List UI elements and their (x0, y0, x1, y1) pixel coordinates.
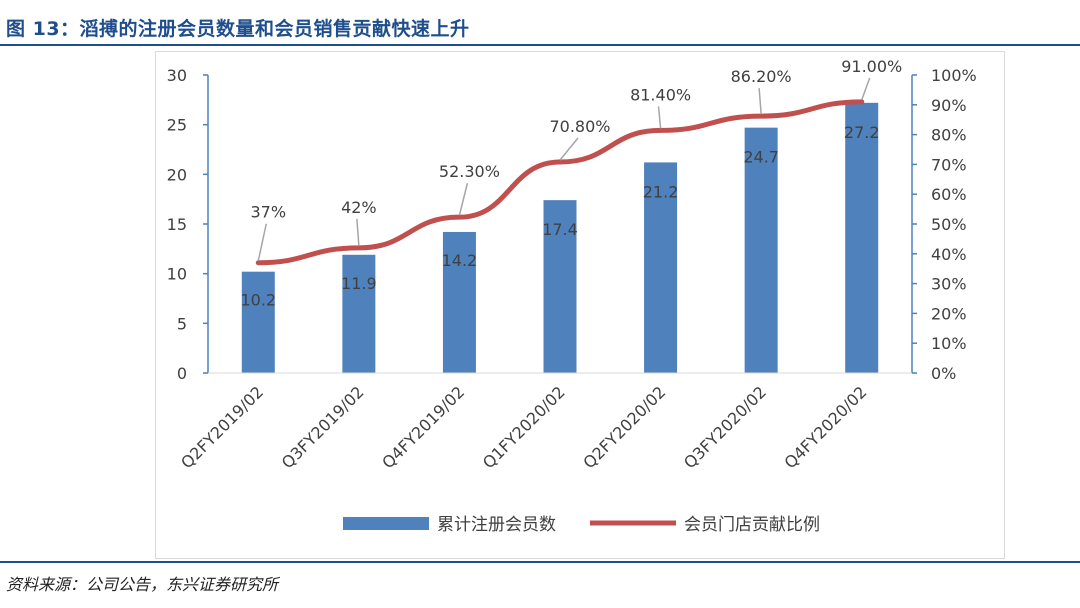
line-data-label: 52.30% (439, 162, 500, 181)
bar-data-label: 21.2 (643, 182, 679, 201)
line-data-label: 70.80% (549, 117, 610, 136)
title-rule (0, 44, 1080, 46)
bar (442, 231, 476, 373)
left-tick-label: 10 (167, 265, 187, 284)
category-tick-label: Q4FY2020/02 (781, 382, 871, 472)
chart-frame (155, 51, 1005, 559)
left-tick-label: 0 (177, 364, 187, 383)
right-tick-label: 70% (931, 155, 967, 174)
bar (543, 200, 577, 373)
line-data-label: 86.20% (731, 67, 792, 86)
category-tick-label: Q3FY2019/02 (278, 382, 368, 472)
category-axis: Q2FY2019/02 Q3FY2019/02 Q4FY2019/02 Q1FY202… (177, 372, 912, 472)
right-tick-label: 0% (931, 364, 956, 383)
legend: 累计注册会员数 会员门店贡献比例 (343, 515, 820, 535)
bar-data-label: 27.2 (844, 123, 880, 142)
category-tick-label: Q1FY2020/02 (479, 382, 569, 472)
right-tick-label: 60% (931, 185, 967, 204)
right-tick-label: 90% (931, 96, 967, 115)
figure-title: 图 13：滔搏的注册会员数量和会员销售贡献快速上升 (6, 18, 470, 40)
bar (644, 162, 678, 373)
leader-line (559, 137, 579, 161)
line-series (255, 99, 865, 266)
right-tick-label: 100% (931, 66, 977, 85)
line-data-label: 81.40% (630, 85, 691, 104)
line-path (255, 99, 865, 266)
left-tick-label: 30 (167, 66, 187, 85)
bar (744, 127, 778, 373)
category-tick-label: Q2FY2019/02 (177, 382, 267, 472)
bar-data-label: 24.7 (743, 148, 779, 167)
leader-line (861, 77, 871, 101)
category-tick-label: Q2FY2020/02 (579, 382, 669, 472)
footer-rule (0, 561, 1080, 563)
line-data-labels: 37% 42% 52.30% 70.80% 81.40% 86.20% 91.00% (251, 57, 903, 222)
left-tick-label: 25 (167, 116, 187, 135)
right-tick-label: 10% (931, 334, 967, 353)
legend-bar-swatch (343, 517, 429, 530)
line-data-label: 37% (251, 203, 287, 222)
leader-line (257, 223, 268, 261)
bar (845, 102, 879, 374)
bar (241, 271, 275, 373)
leader-line (356, 218, 360, 246)
bar-data-label: 10.2 (240, 291, 276, 310)
line-data-label: 91.00% (841, 57, 902, 76)
source-note: 资料来源：公司公告，东兴证券研究所 (6, 575, 279, 594)
left-axis: 0 5 10 15 20 25 30 (167, 66, 209, 383)
left-tick-label: 20 (167, 165, 187, 184)
category-tick-label: Q4FY2019/02 (378, 382, 468, 472)
right-tick-label: 80% (931, 126, 967, 145)
bar-data-label: 17.4 (542, 220, 578, 239)
leader-line (458, 182, 469, 216)
line-label-leaders (257, 77, 871, 261)
leader-line (758, 88, 762, 115)
bar (342, 254, 376, 373)
bar-data-label: 11.9 (341, 274, 377, 293)
left-tick-label: 15 (167, 215, 187, 234)
right-tick-label: 50% (931, 215, 967, 234)
bar-series (241, 102, 879, 374)
legend-line-label: 会员门店贡献比例 (684, 515, 820, 535)
leader-line (657, 106, 662, 129)
right-tick-label: 30% (931, 275, 967, 294)
bar-data-labels: 10.2 11.9 14.2 17.4 21.2 24.7 27.2 (240, 123, 879, 310)
right-tick-label: 40% (931, 245, 967, 264)
bar-data-label: 14.2 (442, 251, 478, 270)
line-data-label: 42% (341, 198, 377, 217)
legend-bar-label: 累计注册会员数 (437, 515, 556, 535)
right-tick-label: 20% (931, 304, 967, 323)
category-tick-label: Q3FY2020/02 (680, 382, 770, 472)
right-axis: 0% 10% 20% 30% 40% 50% 60% 70% 80% 90% 100% (911, 66, 977, 383)
left-tick-label: 5 (177, 314, 187, 333)
